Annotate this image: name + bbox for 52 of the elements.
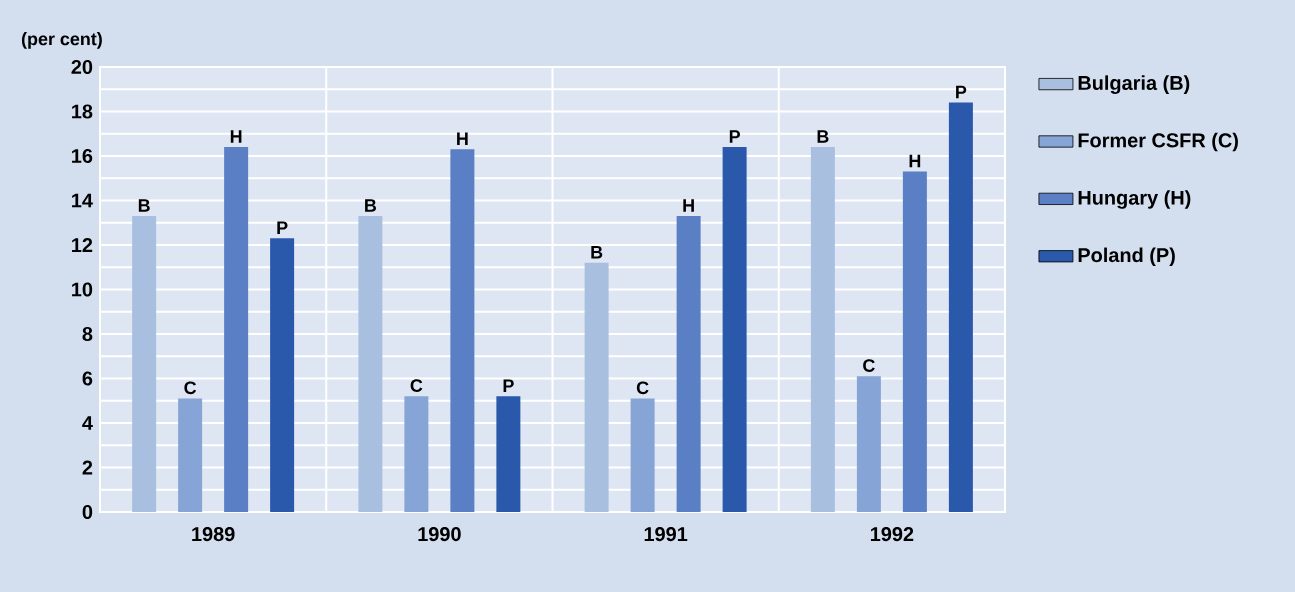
y-tick-label: 18 bbox=[72, 104, 93, 119]
data-label: C bbox=[410, 379, 423, 392]
data-label: C bbox=[863, 359, 875, 372]
bar bbox=[178, 398, 203, 512]
data-label: P bbox=[503, 379, 514, 392]
data-label: H bbox=[457, 132, 468, 145]
y-tick-label: 16 bbox=[72, 148, 93, 164]
data-label: H bbox=[230, 130, 242, 143]
y-tick-label: 20 bbox=[71, 59, 93, 75]
data-label: H bbox=[683, 199, 694, 212]
bar bbox=[270, 238, 295, 512]
bar bbox=[676, 216, 701, 512]
data-label: B bbox=[591, 246, 603, 259]
x-tick-label: 1990 bbox=[418, 527, 461, 542]
data-label: B bbox=[365, 199, 377, 212]
y-tick-label: 10 bbox=[72, 282, 93, 297]
data-label: P bbox=[956, 85, 967, 99]
bar bbox=[856, 376, 881, 512]
data-label: C bbox=[636, 381, 649, 395]
bar bbox=[358, 216, 383, 512]
data-label: P bbox=[729, 130, 740, 143]
y-tick-label: 4 bbox=[82, 416, 93, 430]
x-tick-label: 1992 bbox=[870, 527, 914, 542]
bar bbox=[450, 149, 475, 512]
y-tick-label: 14 bbox=[72, 193, 93, 208]
bar bbox=[630, 398, 655, 512]
legend-label: Former CSFR (C) bbox=[1078, 132, 1238, 152]
y-tick-label: 8 bbox=[82, 326, 93, 342]
data-label: P bbox=[277, 221, 288, 234]
y-tick-label: 2 bbox=[82, 460, 93, 475]
legend-label: Bulgaria (B) bbox=[1078, 75, 1190, 95]
bar bbox=[722, 147, 747, 512]
data-label: B bbox=[817, 130, 829, 143]
legend-label: Hungary (H) bbox=[1078, 190, 1191, 209]
bar bbox=[132, 216, 157, 512]
bar bbox=[584, 262, 609, 512]
y-axis-title: (per cent) bbox=[21, 32, 102, 49]
data-label: B bbox=[138, 199, 150, 212]
bar bbox=[902, 171, 927, 512]
y-tick-label: 0 bbox=[82, 504, 93, 520]
y-tick-label: 6 bbox=[82, 371, 93, 386]
y-tick-label: 12 bbox=[72, 238, 93, 252]
bar bbox=[496, 396, 521, 512]
bar bbox=[404, 396, 429, 512]
x-tick-label: 1989 bbox=[192, 527, 235, 542]
bar bbox=[224, 147, 249, 512]
data-label: H bbox=[909, 154, 921, 168]
data-label: C bbox=[184, 381, 197, 395]
legend-label: Poland (P) bbox=[1078, 247, 1175, 267]
x-tick-label: 1991 bbox=[644, 527, 688, 542]
bar bbox=[948, 102, 973, 512]
bar bbox=[810, 147, 835, 512]
